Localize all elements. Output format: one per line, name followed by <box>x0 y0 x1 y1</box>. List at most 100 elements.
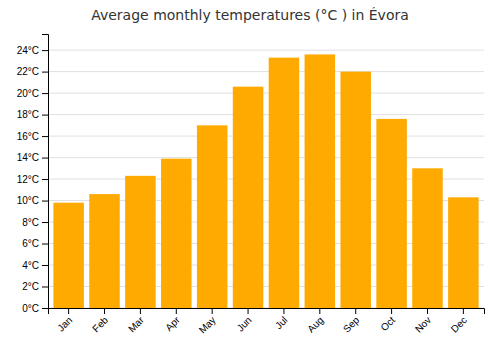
tick-mark <box>42 179 48 180</box>
tick-mark <box>42 201 48 202</box>
bar <box>340 72 371 308</box>
grid-line <box>48 93 484 94</box>
tick-mark <box>176 308 177 314</box>
tick-mark <box>42 136 48 137</box>
tick: Dec <box>449 308 469 335</box>
tick-mark <box>42 93 48 94</box>
grid-line <box>48 136 484 137</box>
tick-mark <box>42 72 48 73</box>
tick: Jan <box>55 308 74 334</box>
tick: Nov <box>413 308 433 335</box>
tick-label: 8°C <box>22 217 39 228</box>
bar <box>448 197 479 308</box>
tick-label: 6°C <box>22 238 39 249</box>
tick-mark <box>319 308 320 314</box>
tick: 24°C <box>17 45 48 56</box>
tick-label: Mar <box>126 314 146 334</box>
tick: 4°C <box>22 260 48 271</box>
tick-mark <box>355 308 356 314</box>
tick-mark <box>42 158 48 159</box>
grid-line <box>48 50 484 51</box>
tick: Apr <box>163 308 182 333</box>
x-axis: Jan Feb Mar Apr May Jun Jul Aug Sep Oct Nov Dec <box>49 308 485 336</box>
bar <box>412 168 443 308</box>
tick-mark <box>427 308 428 314</box>
grid-line <box>48 114 484 115</box>
axis-line <box>49 309 485 315</box>
tick-mark <box>248 308 249 314</box>
tick: Oct <box>378 308 397 333</box>
tick-label: 4°C <box>22 260 39 271</box>
grid-line <box>48 157 484 158</box>
tick-label: 16°C <box>17 131 39 142</box>
tick-mark <box>42 287 48 288</box>
tick-mark <box>42 265 48 266</box>
tick-label: 18°C <box>17 109 39 120</box>
tick-mark <box>42 222 48 223</box>
bar <box>89 194 120 308</box>
tick: Jun <box>235 308 254 334</box>
tick-mark <box>68 308 69 314</box>
axis-line <box>42 35 49 309</box>
tick: Mar <box>126 308 146 334</box>
y-axis: 0°C 2°C 4°C 6°C 8°C 10°C 12°C 14°C 16°C 18°C 20°C 2… <box>17 35 49 314</box>
tick-mark <box>463 308 464 314</box>
tick-label: 12°C <box>17 174 39 185</box>
plot: 0°C 2°C 4°C 6°C 8°C 10°C 12°C 14°C 16°C 18°C 20°C 2… <box>17 35 485 336</box>
tick-label: 20°C <box>17 88 39 99</box>
tick-label: Sep <box>341 314 362 335</box>
tick-mark <box>283 308 284 314</box>
tick-mark <box>42 115 48 116</box>
tick: 0°C <box>22 303 48 314</box>
tick-label: Jan <box>55 314 74 333</box>
tick: 14°C <box>17 152 48 163</box>
tick: 18°C <box>17 109 48 120</box>
tick-mark <box>212 308 213 314</box>
tick-label: 24°C <box>17 45 39 56</box>
tick-label: Jun <box>235 314 254 333</box>
tick: 16°C <box>17 131 48 142</box>
tick: 6°C <box>22 238 48 249</box>
bars <box>53 54 478 308</box>
tick-mark <box>42 308 48 309</box>
tick: May <box>197 308 218 336</box>
tick-label: 2°C <box>22 281 39 292</box>
bar <box>269 58 300 308</box>
tick-mark <box>391 308 392 314</box>
tick-label: 14°C <box>17 152 39 163</box>
grid <box>48 50 484 308</box>
tick-label: Aug <box>305 314 325 334</box>
bar <box>305 54 336 308</box>
tick: Jul <box>273 308 290 331</box>
tick: 12°C <box>17 174 48 185</box>
tick: 10°C <box>17 195 48 206</box>
tick: 8°C <box>22 217 48 228</box>
tick-mark <box>42 50 48 51</box>
bar <box>125 176 156 308</box>
tick-label: May <box>197 314 218 335</box>
tick-label: Apr <box>163 314 182 333</box>
tick-label: Dec <box>449 314 469 334</box>
tick-mark <box>140 308 141 314</box>
tick: 20°C <box>17 88 48 99</box>
title: Average monthly temperatures (°C ) in Év… <box>91 7 409 23</box>
tick-mark <box>42 244 48 245</box>
tick: 22°C <box>17 66 48 77</box>
tick-label: Nov <box>413 314 433 334</box>
bar <box>376 119 407 308</box>
tick: 2°C <box>22 281 48 292</box>
tick: Aug <box>305 308 325 335</box>
grid-line <box>48 71 484 72</box>
chart: Average monthly temperatures (°C ) in Év… <box>0 0 500 350</box>
bar <box>161 159 192 308</box>
bar <box>53 203 84 308</box>
tick: Feb <box>90 308 110 334</box>
tick-label: 0°C <box>22 303 39 314</box>
tick-label: 22°C <box>17 66 39 77</box>
tick-mark <box>104 308 105 314</box>
tick-label: Oct <box>378 314 397 333</box>
bar <box>233 87 264 308</box>
tick-label: 10°C <box>17 195 39 206</box>
tick-label: Feb <box>90 314 110 334</box>
tick: Sep <box>341 308 362 335</box>
